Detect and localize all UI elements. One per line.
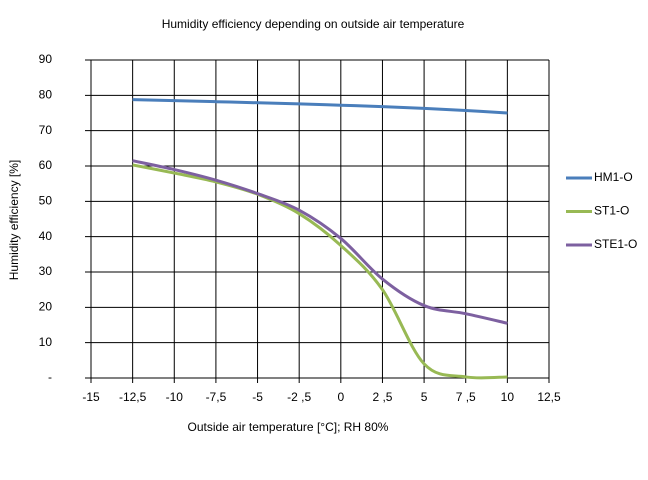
- series-line: [132, 159, 508, 325]
- y-tick-label: 80: [39, 88, 53, 102]
- y-tick-label: 20: [39, 300, 53, 314]
- x-tick-label: 5: [421, 390, 428, 404]
- series-line: [132, 98, 508, 115]
- x-tick-label: -2 ,5: [287, 390, 311, 404]
- x-tick-label: 0: [337, 390, 344, 404]
- y-tick-label: 30: [39, 264, 53, 278]
- x-tick-label: -7,5: [206, 390, 227, 404]
- y-tick-label: 60: [39, 158, 53, 172]
- y-tick-label: 50: [39, 194, 53, 208]
- y-tick-label: -: [48, 370, 52, 384]
- series-line: [132, 163, 508, 380]
- x-tick-label: 10: [501, 390, 515, 404]
- chart-title: Humidity efficiency depending on outside…: [162, 17, 465, 31]
- y-axis-label: Humidity efficiency [%]: [7, 160, 21, 281]
- y-tick-label: 40: [39, 229, 53, 243]
- x-axis-label: Outside air temperature [°C]; RH 80%: [188, 420, 389, 434]
- y-tick-label: 90: [39, 52, 53, 66]
- x-tick-label: 7 ,5: [456, 390, 476, 404]
- legend-label: HM1-O: [594, 170, 633, 184]
- x-tick-label: -12,5: [119, 390, 147, 404]
- x-tick-label: -5: [252, 390, 263, 404]
- y-tick-label: 10: [39, 335, 53, 349]
- x-tick-label: 2 ,5: [372, 390, 392, 404]
- y-tick-label: 70: [39, 123, 53, 137]
- x-tick-label: -10: [166, 390, 184, 404]
- x-tick-label: -15: [82, 390, 100, 404]
- legend-label: ST1-O: [594, 204, 629, 218]
- legend-label: STE1-O: [594, 237, 637, 251]
- x-tick-label: 12,5: [537, 390, 561, 404]
